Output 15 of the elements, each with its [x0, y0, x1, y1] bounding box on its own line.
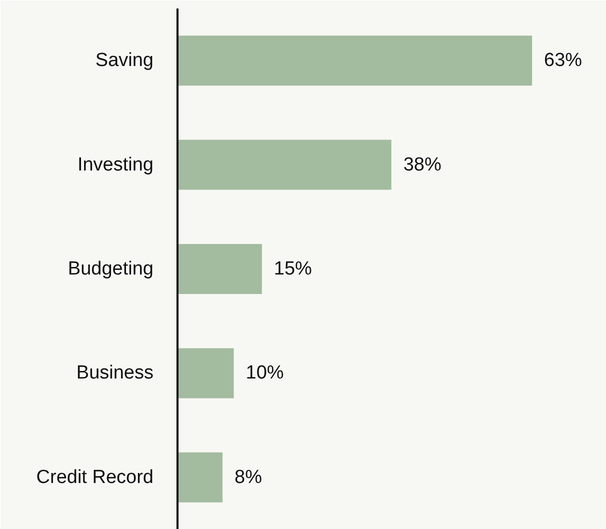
bar	[178, 140, 392, 190]
bar	[178, 244, 262, 294]
y-tick-label: Saving	[95, 50, 154, 72]
y-tick-label: Budgeting	[68, 258, 154, 280]
data-label: 10%	[246, 362, 284, 384]
data-label: 38%	[403, 154, 442, 176]
data-label: 63%	[544, 50, 582, 72]
data-label: 8%	[234, 466, 262, 488]
bar	[178, 348, 234, 398]
bar	[178, 452, 223, 502]
data-label: 15%	[274, 258, 312, 280]
bar	[178, 36, 532, 86]
y-tick-label: Investing	[77, 154, 154, 176]
y-tick-label: Business	[76, 362, 154, 384]
y-tick-label: Credit Record	[36, 466, 154, 488]
